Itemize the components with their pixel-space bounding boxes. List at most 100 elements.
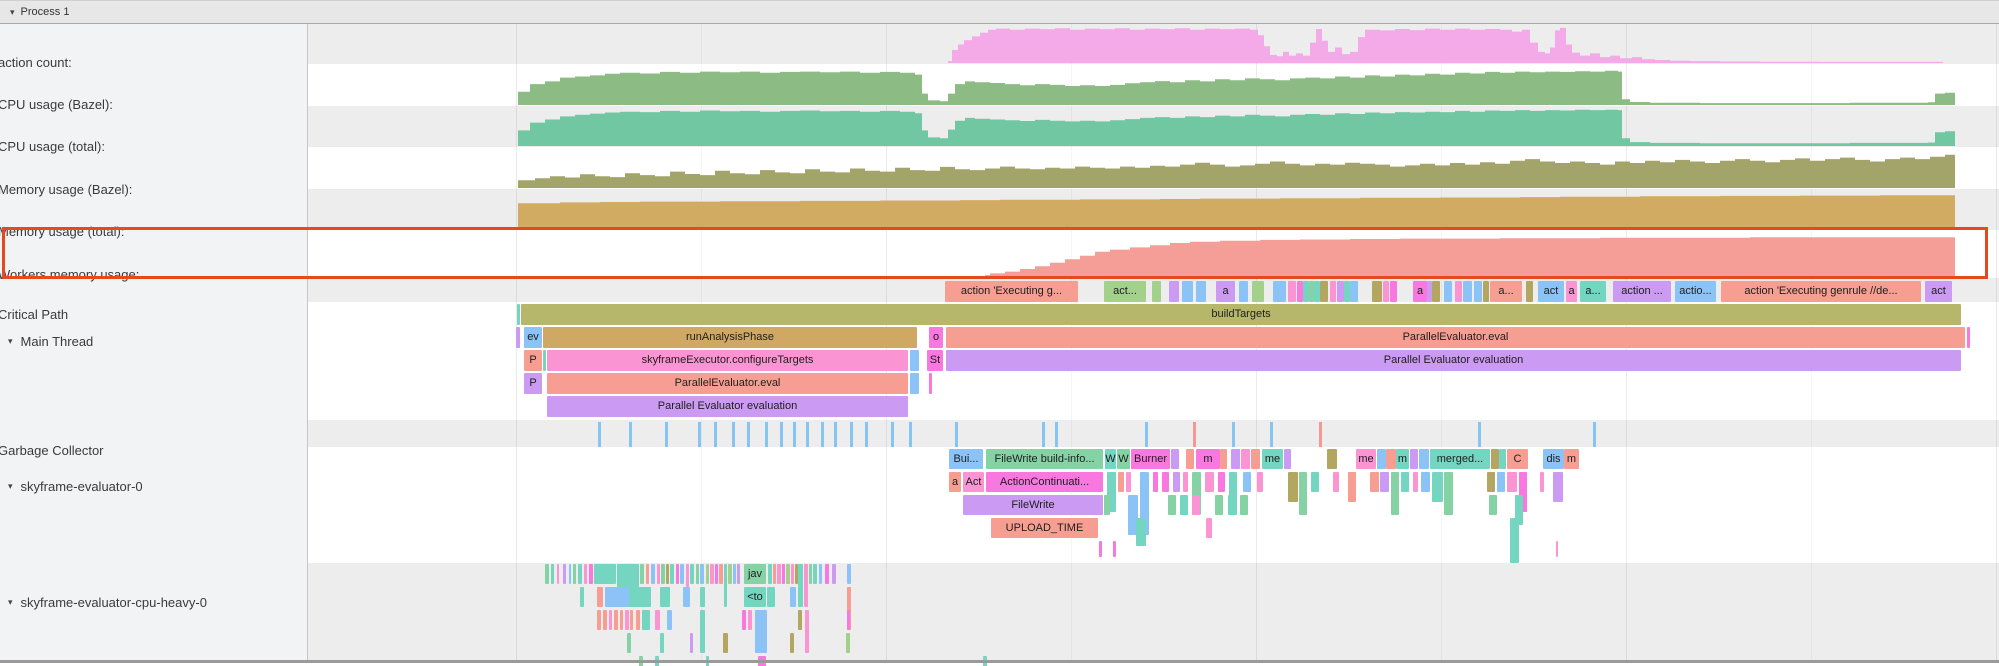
trace-event[interactable] [1196, 281, 1206, 302]
trace-event[interactable] [1152, 281, 1161, 302]
trace-event[interactable] [580, 587, 584, 607]
gc-event-tick[interactable] [1270, 422, 1273, 447]
trace-event[interactable] [715, 564, 718, 584]
gc-event-tick[interactable] [1593, 422, 1596, 447]
gc-event-tick[interactable] [780, 422, 783, 447]
trace-event[interactable] [1344, 281, 1350, 302]
trace-event[interactable] [1183, 472, 1188, 492]
trace-event[interactable]: jav [744, 564, 766, 584]
trace-event[interactable] [1348, 472, 1356, 502]
gc-event-tick[interactable] [909, 422, 912, 447]
trace-event[interactable]: m [1564, 449, 1579, 469]
trace-event[interactable] [1215, 495, 1223, 515]
trace-event[interactable] [706, 564, 709, 584]
trace-event[interactable] [1186, 449, 1194, 469]
trace-event[interactable] [1499, 449, 1506, 469]
trace-event[interactable]: actio... [1675, 281, 1716, 302]
trace-event[interactable] [646, 564, 649, 584]
gc-event-tick[interactable] [821, 422, 824, 447]
trace-event[interactable] [661, 564, 665, 584]
trace-event[interactable]: m [1396, 449, 1409, 469]
trace-event[interactable]: me [1356, 449, 1376, 469]
trace-event[interactable] [1173, 472, 1180, 492]
trace-event[interactable] [1257, 472, 1263, 492]
trace-event[interactable] [1507, 472, 1517, 492]
trace-event[interactable]: ParallelEvaluator.eval [946, 327, 1965, 348]
trace-event[interactable]: W [1105, 449, 1116, 469]
trace-event[interactable] [633, 587, 651, 607]
trace-event[interactable] [1229, 472, 1237, 515]
trace-event[interactable] [1401, 472, 1409, 492]
track-label-skyframe-evaluator-cpu-heavy-0[interactable]: ▾ skyframe-evaluator-cpu-heavy-0 [8, 595, 207, 610]
trace-event[interactable] [1171, 449, 1179, 469]
trace-event[interactable] [847, 564, 851, 584]
track-label-skyframe-evaluator-0[interactable]: ▾ skyframe-evaluator-0 [8, 479, 143, 494]
trace-event[interactable] [1140, 472, 1149, 535]
trace-event[interactable] [627, 633, 631, 653]
trace-event[interactable] [1519, 472, 1527, 512]
trace-event[interactable] [1309, 281, 1314, 302]
trace-event[interactable] [1515, 495, 1523, 525]
trace-event[interactable] [910, 373, 919, 394]
trace-event[interactable] [594, 564, 616, 584]
trace-event[interactable] [614, 610, 618, 630]
trace-event[interactable]: W [1117, 449, 1130, 469]
track-label-main-thread[interactable]: ▾ Main Thread [8, 334, 93, 349]
trace-event[interactable] [655, 610, 660, 630]
trace-event[interactable] [1391, 472, 1399, 515]
trace-event[interactable] [1487, 472, 1495, 492]
trace-event[interactable] [589, 564, 593, 584]
trace-event[interactable]: ParallelEvaluator.eval [547, 373, 908, 394]
trace-event[interactable]: action 'Executing g... [945, 281, 1078, 302]
trace-event[interactable] [786, 564, 790, 584]
gc-event-tick[interactable] [891, 422, 894, 447]
trace-event[interactable] [1168, 495, 1176, 515]
trace-event[interactable] [640, 564, 644, 584]
trace-event[interactable] [690, 564, 694, 584]
trace-event[interactable] [1413, 472, 1418, 492]
trace-event[interactable]: action ... [1613, 281, 1671, 302]
trace-event[interactable] [737, 564, 740, 584]
trace-event[interactable] [700, 610, 705, 653]
trace-event[interactable] [773, 564, 776, 584]
trace-event[interactable] [790, 633, 794, 653]
trace-event[interactable] [603, 610, 607, 630]
trace-event[interactable] [1350, 281, 1358, 302]
trace-event[interactable] [1491, 449, 1499, 469]
trace-event[interactable] [790, 587, 796, 607]
trace-event[interactable] [683, 587, 690, 607]
trace-event[interactable] [910, 350, 919, 371]
trace-event[interactable] [767, 587, 775, 607]
trace-event[interactable] [609, 610, 612, 630]
trace-event[interactable] [1497, 472, 1505, 492]
trace-event[interactable] [1432, 472, 1443, 502]
trace-event[interactable]: a [949, 472, 961, 492]
trace-event[interactable] [805, 610, 809, 653]
gc-event-tick[interactable] [806, 422, 809, 447]
trace-event[interactable] [1540, 472, 1544, 492]
trace-event[interactable] [700, 587, 705, 607]
trace-event[interactable]: a [1413, 281, 1427, 302]
trace-event[interactable] [1241, 449, 1250, 469]
collapse-icon[interactable]: ▾ [8, 336, 13, 346]
trace-event[interactable] [846, 633, 850, 653]
collapse-icon[interactable]: ▾ [8, 597, 13, 607]
gc-event-tick[interactable] [1193, 422, 1196, 447]
trace-event[interactable] [755, 610, 767, 653]
trace-event[interactable] [1320, 281, 1328, 302]
collapse-icon[interactable]: ▾ [10, 6, 15, 17]
trace-event[interactable] [798, 564, 803, 607]
trace-event[interactable] [1136, 518, 1146, 546]
trace-event[interactable] [578, 564, 582, 584]
trace-event[interactable] [516, 327, 520, 348]
trace-event[interactable] [1327, 449, 1337, 469]
trace-event[interactable] [696, 564, 699, 584]
trace-event[interactable] [1444, 281, 1452, 302]
trace-event[interactable]: a... [1490, 281, 1522, 302]
gc-event-tick[interactable] [665, 422, 668, 447]
gc-event-tick[interactable] [850, 422, 853, 447]
trace-event[interactable] [825, 564, 829, 584]
gc-event-tick[interactable] [793, 422, 796, 447]
trace-event[interactable] [1153, 472, 1158, 492]
trace-event[interactable]: runAnalysisPhase [543, 327, 917, 348]
